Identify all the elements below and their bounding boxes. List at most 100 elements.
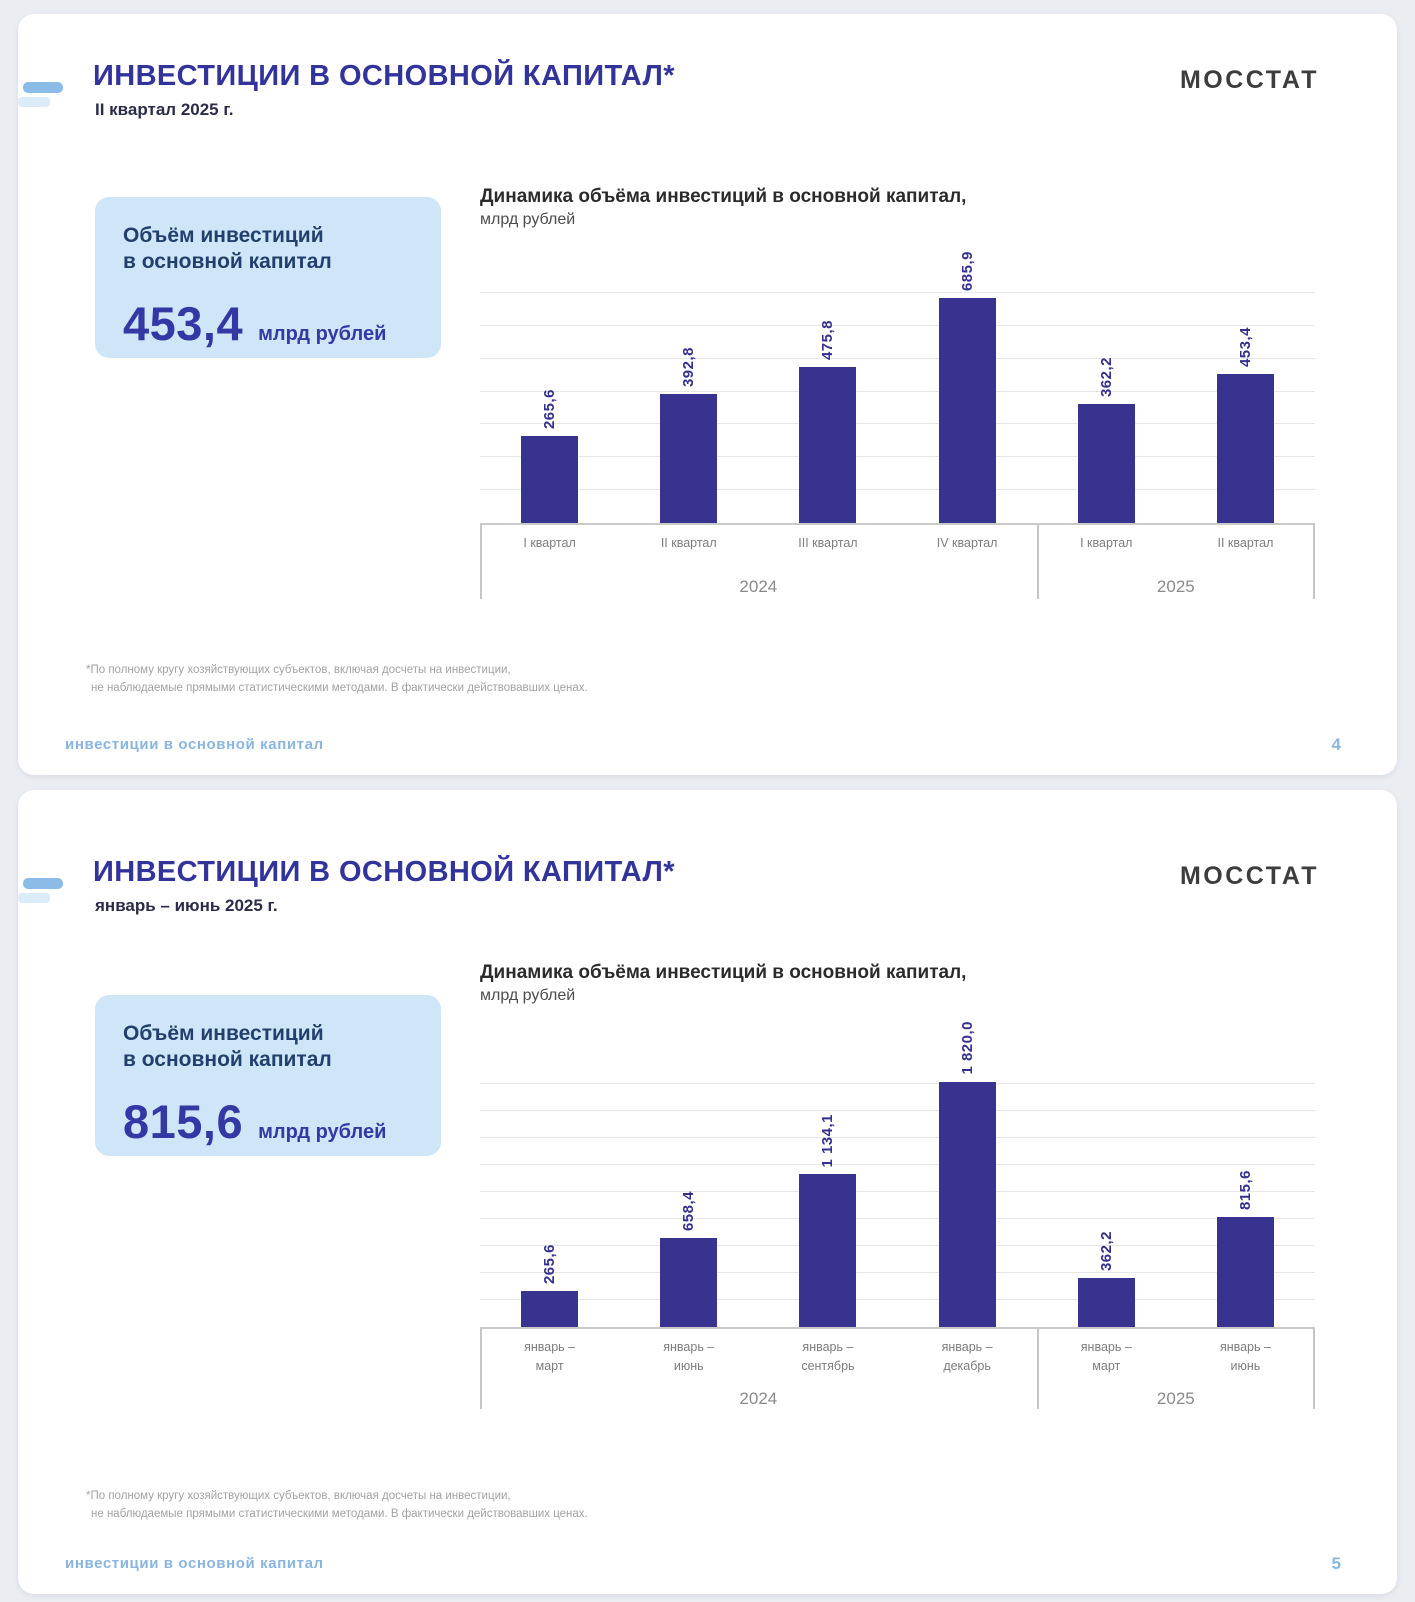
footer-section-label: инвестиции в основной капитал (65, 1555, 324, 1572)
bar-value-label: 685,9 (958, 250, 976, 291)
axis-category-label: III квартал (798, 536, 858, 550)
summary-value: 815,6 (123, 1094, 244, 1148)
accent-dash (23, 82, 63, 93)
slide-subtitle: январь – июнь 2025 г. (95, 896, 278, 915)
bar-chart: Динамика объёма инвестиций в основной ка… (480, 186, 1316, 617)
axis-tick (480, 525, 482, 599)
gridline (480, 489, 1315, 491)
year-label: 2024 (739, 1389, 778, 1408)
bar-slot: 685,9 (898, 251, 1037, 523)
summary-value-row: 815,6 млрд рублей (123, 1094, 441, 1149)
bar (938, 1081, 996, 1327)
summary-unit: млрд рублей (258, 322, 387, 345)
footnote: *По полному кругу хозяйствующих субъекто… (86, 1488, 588, 1524)
gridline (480, 423, 1315, 425)
axis-tick (1036, 1329, 1039, 1409)
page-number: 4 (1331, 735, 1341, 754)
gridline (480, 324, 1315, 326)
axis-category-label: I квартал (1080, 536, 1133, 550)
summary-card: Объём инвестиций в основной капитал 453,… (95, 197, 441, 358)
bar-value-label: 362,2 (1097, 356, 1115, 397)
gridline (480, 1299, 1315, 1301)
bar (521, 435, 579, 523)
bar-value-label: 1 134,1 (819, 1113, 837, 1168)
bar-slot: 362,2 (1037, 357, 1176, 523)
bar-slot: 815,6 (1176, 1170, 1315, 1327)
bar-value-label: 265,6 (541, 388, 559, 429)
accent-dash-light-icon (18, 97, 50, 107)
axis-category-label: II квартал (660, 536, 717, 550)
chart-units-label: млрд рублей (480, 211, 576, 228)
bar (1216, 374, 1274, 523)
axis-category-label: январь – июнь (1219, 1340, 1271, 1373)
gridline (480, 456, 1315, 458)
gridline (480, 1083, 1315, 1085)
gridline (480, 1191, 1315, 1193)
axis-category-label: II квартал (1217, 536, 1274, 550)
bar (799, 1174, 857, 1327)
bar-slot: 265,6 (480, 1244, 619, 1327)
bar (660, 393, 718, 523)
chart-axis: январь – март январь – июнь январь – сентя… (480, 1329, 1316, 1431)
bar (1077, 1278, 1135, 1327)
chart-axis: I квартал II квартал III квартал IV квартал… (480, 525, 1316, 617)
axis-category-label: январь – декабрь (941, 1340, 993, 1373)
chart-plot: 265,6 658,4 1 134,1 1 820,0 362,2 815,6 (480, 1013, 1315, 1329)
accent-dash-light-icon (18, 893, 50, 903)
summary-label: Объём инвестиций в основной капитал (123, 1022, 332, 1072)
bar-slot: 265,6 (480, 389, 619, 523)
bar-slot: 392,8 (619, 347, 758, 523)
bar-slot: 453,4 (1176, 327, 1315, 523)
summary-value-row: 453,4 млрд рублей (123, 296, 441, 351)
summary-unit: млрд рублей (258, 1120, 387, 1143)
bar-value-label: 265,6 (541, 1244, 559, 1285)
mosstat-logo: МОССТАТ (1179, 66, 1319, 94)
slide-title: ИНВЕСТИЦИИ В ОСНОВНОЙ КАПИТАЛ* (93, 856, 675, 888)
axis-tick (1036, 525, 1039, 599)
gridline (480, 292, 1315, 293)
chart-units-label: млрд рублей (480, 987, 576, 1004)
footnote-line: *По полному кругу хозяйствующих субъекто… (86, 1490, 511, 1502)
bar-value-label: 392,8 (680, 346, 698, 387)
chart-title: Динамика объёма инвестиций в основной ка… (480, 186, 967, 207)
bar-slot: 475,8 (758, 320, 897, 523)
bar (660, 1238, 718, 1327)
bar (1077, 404, 1135, 523)
bar-value-label: 475,8 (819, 319, 837, 360)
gridline (480, 390, 1315, 392)
axis-category-label: январь – июнь (663, 1340, 715, 1373)
year-label: 2025 (1156, 1389, 1195, 1408)
slide-title: ИНВЕСТИЦИИ В ОСНОВНОЙ КАПИТАЛ* (93, 60, 675, 92)
bar-slot: 658,4 (619, 1191, 758, 1327)
summary-value: 453,4 (123, 296, 244, 350)
bar-chart: Динамика объёма инвестиций в основной ка… (480, 962, 1316, 1431)
bar (799, 366, 857, 523)
axis-category-label: I квартал (523, 536, 576, 550)
accent-dash (23, 878, 63, 889)
axis-category-label: январь – март (1080, 1340, 1132, 1373)
footnote-line: *По полному кругу хозяйствующих субъекто… (86, 664, 511, 676)
axis-category-label: январь – март (524, 1340, 576, 1373)
year-label: 2025 (1156, 577, 1195, 596)
bar (521, 1291, 579, 1327)
gridline (480, 357, 1315, 359)
axis-category-label: январь – сентябрь (801, 1340, 855, 1373)
year-label: 2024 (739, 577, 778, 596)
gridline (480, 1164, 1315, 1166)
axis-tick (1313, 525, 1316, 599)
footnote: *По полному кругу хозяйствующих субъекто… (86, 662, 588, 698)
bar-value-label: 1 820,0 (958, 1021, 976, 1075)
bar-slot: 1 134,1 (758, 1114, 897, 1327)
bar-slot: 1 820,0 (898, 1021, 1037, 1327)
bar-value-label: 658,4 (680, 1191, 698, 1232)
bar (938, 297, 996, 523)
bar-slot: 362,2 (1037, 1231, 1176, 1327)
gridline (480, 1245, 1315, 1247)
gridline (480, 1137, 1315, 1139)
chart-plot: 265,6 392,8 475,8 685,9 362,2 453,4 (480, 237, 1315, 525)
slide-subtitle: II квартал 2025 г. (95, 100, 234, 119)
chart-title: Динамика объёма инвестиций в основной ка… (480, 962, 967, 983)
gridline (480, 1272, 1315, 1274)
bar (1216, 1217, 1274, 1327)
footnote-line: не наблюдаемые прямыми статистическими м… (91, 1507, 588, 1520)
